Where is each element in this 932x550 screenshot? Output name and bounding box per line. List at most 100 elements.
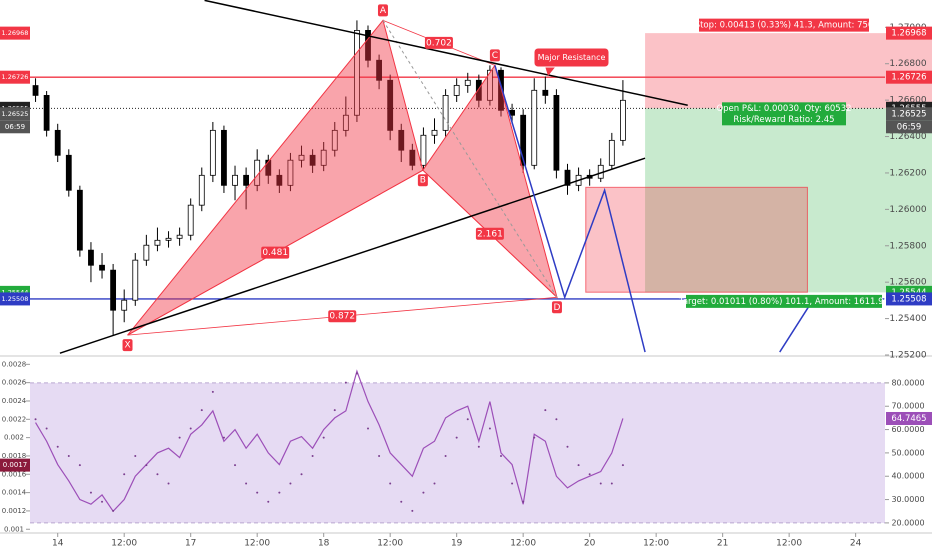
candle-body	[265, 159, 272, 176]
x-tick-label: 12:00	[244, 539, 270, 549]
indicator-dot	[123, 473, 126, 476]
candle-body	[65, 154, 72, 191]
x-tick-label: 12:00	[377, 539, 403, 549]
y-tick-label: 0.0012	[2, 507, 27, 515]
indicator-dot	[178, 436, 181, 439]
point-box	[377, 4, 388, 17]
price-tag-label: 1.26525	[891, 109, 926, 119]
y2-tick-label: 50.0000	[891, 448, 924, 457]
candle-body	[531, 89, 538, 166]
y2-tick-label: 40.0000	[891, 472, 924, 481]
y-tick-label: 0.0022	[2, 415, 27, 423]
countdown: 06:59	[897, 122, 922, 132]
price-tag-left-label: 1.25508	[2, 295, 29, 303]
indicator-dot	[222, 436, 225, 439]
y2-tick-label: 70.0000	[891, 402, 924, 411]
candle-body	[464, 79, 471, 86]
candle-body	[32, 85, 39, 96]
candle-body	[88, 249, 94, 266]
indicator-dot	[599, 482, 602, 485]
indicator-dot	[34, 418, 37, 421]
indicator-dot	[45, 427, 48, 430]
price-tag-label: 1.26726	[891, 73, 926, 83]
candle-body	[331, 129, 338, 151]
indicator-dot	[544, 409, 547, 412]
indicator-dot	[566, 445, 569, 448]
point-label: B	[420, 176, 426, 186]
indicator-dot	[433, 482, 436, 485]
rr-label: Risk/Reward Ratio: 2.45	[733, 115, 834, 125]
pnl-box	[722, 102, 846, 126]
indicator-dot	[378, 454, 381, 457]
ratio-label: 0.702	[426, 38, 452, 48]
indicator-dot	[488, 427, 491, 430]
indicator-dot	[610, 482, 613, 485]
candle-body	[165, 237, 172, 241]
candle-body	[498, 69, 504, 111]
point-box	[489, 49, 500, 62]
price-tag	[886, 292, 932, 306]
candle-body	[121, 299, 128, 311]
pnl-label: Open P&L: 0.00030, Qty: 60532	[716, 104, 851, 114]
indicator-dot	[67, 454, 70, 457]
x-tick-label: 12:00	[510, 539, 536, 549]
y-tick-label: 1.26200	[889, 168, 926, 178]
x-tick-label: 17	[185, 539, 196, 549]
indicator-dot	[200, 409, 203, 412]
candle-body	[354, 30, 360, 116]
target-label-box	[686, 294, 882, 308]
indicator-dot	[621, 464, 624, 467]
candle-body	[132, 259, 139, 301]
candle-body	[342, 114, 349, 131]
candle-body	[276, 174, 283, 186]
price-tag-left-label: 1.26726	[2, 73, 29, 81]
x-tick-label: 18	[318, 539, 330, 549]
indicator-dot	[300, 473, 303, 476]
candle-body	[542, 89, 549, 96]
y-tick-label: 0.0028	[2, 360, 27, 368]
y-tick-label: 1.26600	[889, 96, 926, 106]
candle-body	[187, 204, 194, 236]
countdown-left-box	[0, 120, 30, 134]
candle-body	[287, 159, 294, 186]
callout-text: Major Resistance	[538, 53, 606, 62]
price-tag-left-label: 1.25544	[2, 288, 29, 296]
indicator-dot	[477, 445, 480, 448]
y2-tick-label: 20.0000	[891, 518, 924, 527]
candle-body	[475, 79, 482, 101]
indicator-dot	[322, 436, 325, 439]
stop-zone	[645, 33, 932, 109]
x-tick-label: 19	[451, 539, 463, 549]
target-zone	[645, 108, 932, 293]
candle-body	[420, 134, 427, 166]
candle-body	[221, 129, 227, 186]
candle-body	[154, 239, 161, 246]
value-tag-label: 0.0017	[3, 461, 28, 469]
x-tick-label: 21	[717, 539, 728, 549]
x-tick-label: 24	[850, 539, 862, 549]
candle-body	[620, 99, 626, 141]
ratio-label: 2.161	[477, 229, 503, 239]
indicator-dot	[344, 381, 347, 384]
value-tag	[886, 411, 932, 425]
price-tag	[886, 26, 932, 40]
stop-label: Stop: 0.00413 (0.33%) 41.3, Amount: 750	[695, 21, 874, 31]
candle-body	[320, 149, 327, 166]
y-tick-label: 0.0014	[2, 489, 27, 497]
rsi-band	[30, 382, 885, 523]
candle-body	[232, 174, 238, 186]
price-tag-label: 1.25508	[891, 294, 926, 304]
y-tick-label: 0.0016	[2, 470, 27, 478]
indicator-dot	[89, 491, 92, 494]
candle-body	[409, 149, 416, 166]
pattern-guide	[382, 20, 558, 298]
indicator-dot	[101, 500, 104, 503]
ratio-box	[475, 227, 504, 240]
countdown-box	[886, 120, 932, 134]
price-tag-left	[0, 292, 30, 306]
x-tick-label: 20	[584, 539, 596, 549]
y2-tick-label: 30.0000	[891, 495, 924, 504]
ratio-label: 0.481	[262, 248, 288, 258]
y-tick-label: 0.0024	[2, 397, 27, 405]
candle-body	[608, 139, 615, 166]
